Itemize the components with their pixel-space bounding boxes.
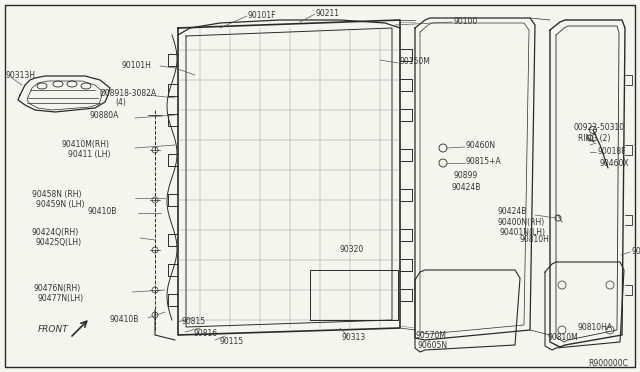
Text: 90115: 90115 <box>220 337 244 346</box>
Text: 90899: 90899 <box>453 170 477 180</box>
Text: 90424B: 90424B <box>497 208 526 217</box>
Text: 90451A: 90451A <box>631 247 640 256</box>
Text: Ø08918-3082A: Ø08918-3082A <box>100 89 157 97</box>
Text: 90810H: 90810H <box>520 235 550 244</box>
Text: 90411 (LH): 90411 (LH) <box>68 151 111 160</box>
Text: 90211: 90211 <box>316 9 340 17</box>
Text: 90400N(RH): 90400N(RH) <box>497 218 544 227</box>
Text: 90100: 90100 <box>453 16 477 26</box>
Text: 90150M: 90150M <box>399 58 430 67</box>
Text: 90570M: 90570M <box>415 330 446 340</box>
Text: FRONT: FRONT <box>38 326 68 334</box>
Text: 90410B: 90410B <box>88 208 117 217</box>
Text: 90410B: 90410B <box>110 315 140 324</box>
Text: 00922-50310: 00922-50310 <box>573 124 624 132</box>
Text: 90810M: 90810M <box>548 334 579 343</box>
Text: 90476N(RH): 90476N(RH) <box>34 283 81 292</box>
Text: 90401N(LH): 90401N(LH) <box>499 228 545 237</box>
Text: 90460X: 90460X <box>599 160 628 169</box>
Text: 90424Q(RH): 90424Q(RH) <box>32 228 79 237</box>
Text: 90459N (LH): 90459N (LH) <box>36 201 84 209</box>
Text: 90313H: 90313H <box>5 71 35 80</box>
Text: 90880A: 90880A <box>90 112 120 121</box>
Text: 90410M(RH): 90410M(RH) <box>62 141 110 150</box>
Text: RING (2): RING (2) <box>578 134 611 142</box>
Text: R900000C: R900000C <box>588 359 628 369</box>
Text: (4): (4) <box>115 97 126 106</box>
Text: 90425Q(LH): 90425Q(LH) <box>36 237 82 247</box>
Text: 90320: 90320 <box>340 246 364 254</box>
Text: 90101F: 90101F <box>248 10 276 19</box>
Text: 90815: 90815 <box>182 317 206 327</box>
Text: 90458N (RH): 90458N (RH) <box>32 190 81 199</box>
Text: 90815+A: 90815+A <box>466 157 502 167</box>
Text: 90101H: 90101H <box>122 61 152 71</box>
Text: 90018F: 90018F <box>597 147 625 155</box>
Text: 90460N: 90460N <box>466 141 496 151</box>
Text: 90424B: 90424B <box>452 183 481 192</box>
Text: 90810HA: 90810HA <box>578 324 613 333</box>
Text: 90816: 90816 <box>194 328 218 337</box>
Text: 90313: 90313 <box>342 334 366 343</box>
Text: 90477N(LH): 90477N(LH) <box>38 294 84 302</box>
Text: 90605N: 90605N <box>418 340 448 350</box>
